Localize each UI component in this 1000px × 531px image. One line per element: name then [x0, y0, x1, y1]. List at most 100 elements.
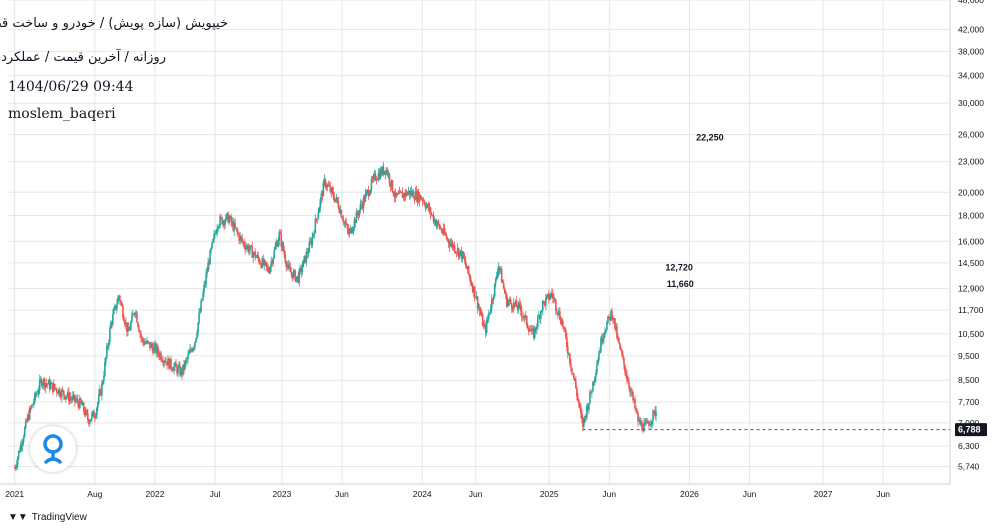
candle-body [516, 307, 519, 310]
candle-body [138, 326, 140, 332]
candle-body [354, 219, 357, 224]
candle-body [529, 330, 532, 332]
candle-body [538, 315, 541, 320]
candle-body [179, 365, 181, 376]
candle-body [114, 305, 116, 310]
candle-body [121, 302, 123, 307]
candle-body [405, 191, 408, 196]
candle-body [481, 314, 484, 327]
candle-body [164, 361, 166, 363]
candle-body [330, 188, 333, 193]
candle-body [614, 318, 616, 329]
candle-body [442, 228, 445, 234]
candle-body [85, 410, 87, 416]
candle-body [432, 215, 435, 222]
candle-body [243, 241, 245, 247]
candle-body [277, 240, 280, 247]
candle-body [369, 189, 372, 194]
candle-body [227, 213, 229, 223]
candle-body [182, 364, 184, 375]
candle-body [589, 391, 591, 403]
price-axis[interactable]: 5,740 6,300 7,000 7,700 8,500 9,500 10,500 11,7… [949, 0, 984, 484]
balloon-logo-icon[interactable] [30, 426, 76, 472]
candle-body [455, 252, 458, 253]
candle-body [324, 179, 327, 187]
candle-body [280, 234, 283, 247]
candle-body [279, 231, 282, 235]
candle-body [44, 383, 47, 388]
candle-body [57, 389, 60, 395]
candle-body [78, 403, 80, 409]
time-axis[interactable]: 2021 Aug 2022 Jul 2023 Jun 2024 Jun 2025 Jun 2026 J… [0, 483, 950, 499]
candle-body [335, 197, 338, 200]
candle-body [452, 245, 455, 248]
candle-body [488, 312, 491, 315]
candle-body [174, 362, 176, 367]
candle-body [576, 388, 578, 397]
candle-body [588, 402, 590, 410]
candle-body [31, 404, 34, 406]
candle-body [24, 420, 27, 428]
candle-body [105, 357, 107, 362]
candle-body [134, 313, 136, 315]
tradingview-brand[interactable]: ▼▼ TradingView [8, 512, 87, 523]
candle-body [267, 267, 270, 272]
candle-body [574, 378, 576, 381]
candle-body [62, 390, 65, 396]
candle-body [244, 246, 246, 250]
candle-body [22, 436, 25, 442]
y-tick-label: 38,000 [958, 46, 984, 56]
candle-body [510, 303, 513, 309]
candle-body [127, 327, 129, 333]
candle-body [209, 250, 211, 265]
candle-body [431, 214, 434, 216]
candle-body [282, 242, 285, 251]
candle-body [611, 311, 613, 318]
candle-body [146, 340, 148, 344]
candle-body [513, 302, 516, 305]
candle-body [503, 288, 506, 294]
candle-body [236, 228, 238, 233]
candle-body [546, 295, 548, 298]
candle-body [467, 266, 470, 275]
candle-body [621, 350, 623, 355]
candle-body [453, 245, 456, 252]
x-tick-label: 2024 [413, 489, 432, 499]
candle-body [464, 260, 467, 266]
candle-body [300, 267, 303, 273]
candle-body [437, 221, 440, 225]
y-tick-label: 42,000 [958, 24, 984, 34]
candle-body [357, 214, 360, 216]
candle-body [511, 308, 514, 310]
candle-body [188, 352, 190, 355]
candle-body [254, 251, 256, 258]
candle-body [386, 169, 389, 176]
candle-body [423, 201, 426, 206]
candle-body [517, 302, 520, 310]
candle-body [384, 170, 387, 175]
candle-body [422, 200, 425, 202]
candle-body [71, 398, 73, 400]
chart-datetime: 1404/06/29 09:44 [8, 79, 134, 95]
candle-body [345, 223, 348, 225]
candle-body [552, 293, 554, 299]
candle-body [90, 419, 92, 422]
candle-body [533, 327, 536, 338]
candle-body [43, 379, 46, 388]
candle-body [362, 197, 365, 209]
candle-body [68, 397, 71, 401]
tradingview-logo-icon: ▼▼ [8, 512, 28, 523]
candle-body [247, 245, 249, 252]
candle-body [128, 327, 130, 331]
candle-body [586, 405, 588, 418]
candle-body [225, 214, 227, 221]
candle-body [642, 429, 644, 432]
y-tick-label: 10,500 [958, 329, 984, 339]
candle-body [302, 259, 305, 268]
candle-body [116, 304, 118, 309]
candle-body [216, 228, 218, 234]
candle-body [349, 227, 352, 231]
candle-body [235, 227, 237, 229]
candle-body [327, 184, 330, 186]
